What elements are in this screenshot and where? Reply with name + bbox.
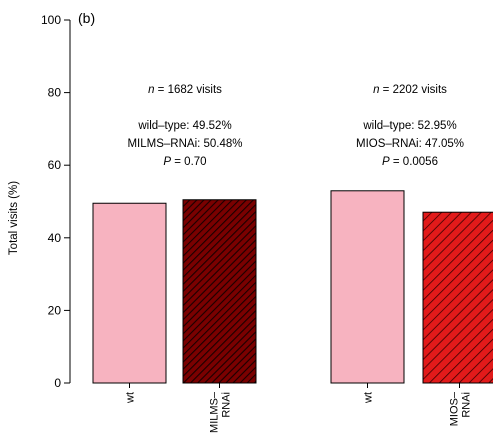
group-stat-label: MIOS–RNAi: 47.05% bbox=[356, 138, 464, 150]
y-tick-label: 0 bbox=[54, 376, 61, 390]
y-tick-label: 80 bbox=[48, 86, 62, 100]
y-axis-label: Total visits (%) bbox=[8, 181, 20, 255]
n-visits-label: n = 2202 visits bbox=[373, 84, 447, 96]
bar bbox=[92, 202, 167, 384]
panel-label: (b) bbox=[78, 10, 95, 26]
category-labels: wt MILMS–RNAi wt MIOS–RNAi bbox=[125, 383, 473, 433]
bar bbox=[422, 211, 493, 384]
y-tick-label: 100 bbox=[41, 13, 61, 27]
y-tick-label: 40 bbox=[48, 231, 62, 245]
category-label: MILMS–RNAi bbox=[209, 391, 233, 433]
category-label: wt bbox=[363, 392, 375, 404]
group-stat-label: wild–type: 49.52% bbox=[137, 120, 231, 132]
n-visits-label: n = 1682 visits bbox=[148, 84, 222, 96]
group-stat-label: MILMS–RNAi: 50.48% bbox=[127, 138, 242, 150]
p-value-label: P = 0.70 bbox=[163, 156, 206, 168]
p-value-label: P = 0.0056 bbox=[382, 156, 438, 168]
bar bbox=[182, 199, 257, 384]
annotations: n = 1682 visits wild–type: 49.52% MILMS–RN… bbox=[127, 84, 464, 168]
y-axis: 0 20 40 60 80 100 bbox=[41, 13, 71, 390]
bar bbox=[330, 190, 405, 384]
group-stat-label: wild–type: 52.95% bbox=[362, 120, 456, 132]
category-label: MIOS–RNAi bbox=[449, 391, 473, 426]
y-tick-label: 20 bbox=[48, 303, 62, 317]
y-tick-label: 60 bbox=[48, 158, 62, 172]
category-label: wt bbox=[125, 392, 137, 404]
bars bbox=[92, 190, 493, 384]
